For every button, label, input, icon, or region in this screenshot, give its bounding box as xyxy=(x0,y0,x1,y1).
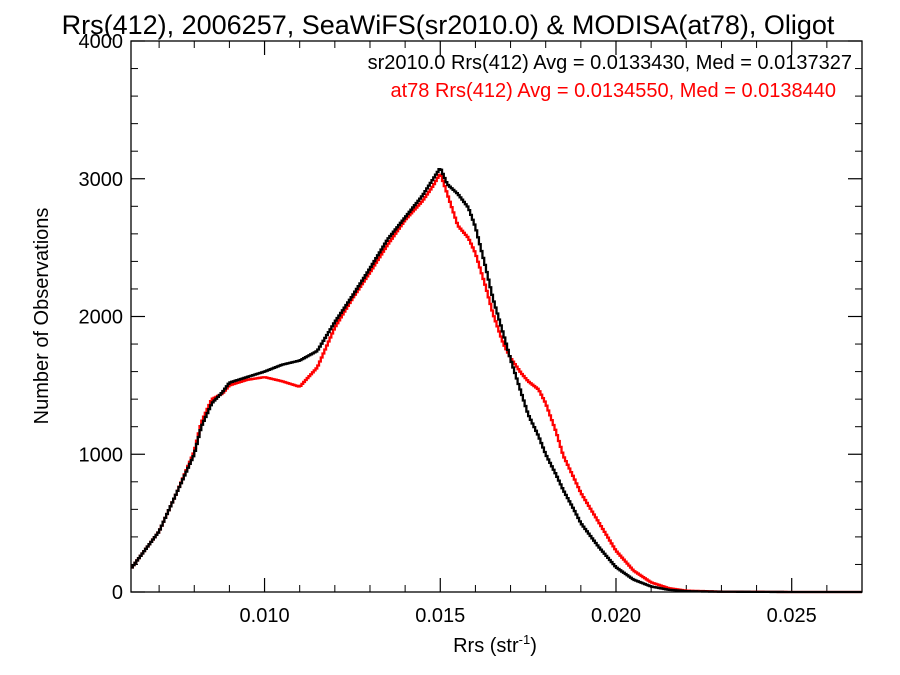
x-tick-label: 0.010 xyxy=(240,605,290,627)
y-axis-ticks: 0 1000 2000 3000 4000 xyxy=(79,31,862,604)
y-tick-label: 4000 xyxy=(79,31,124,53)
series-at78-line xyxy=(131,173,862,594)
y-tick-label: 1000 xyxy=(79,444,124,466)
plot-frame xyxy=(130,40,863,593)
x-axis-label-end: ) xyxy=(530,635,537,657)
legend-entry-at78: at78 Rrs(412) Avg = 0.0134550, Med = 0.0… xyxy=(390,80,836,102)
y-tick-label: 2000 xyxy=(79,307,124,329)
chart-title: Rrs(412), 2006257, SeaWiFS(sr2010.0) & M… xyxy=(62,10,835,40)
y-tick-label: 0 xyxy=(112,582,123,604)
y-tick-label: 3000 xyxy=(79,169,124,191)
x-tick-label: 0.020 xyxy=(591,605,641,627)
series-sr2010-line xyxy=(131,167,862,594)
x-axis-ticks: 0.010 0.015 0.020 0.025 xyxy=(158,41,863,627)
x-axis-label-main: Rrs (str xyxy=(453,635,519,657)
x-tick-label: 0.025 xyxy=(767,605,817,627)
y-axis-label: Number of Observations xyxy=(31,208,53,425)
legend-entry-sr2010: sr2010.0 Rrs(412) Avg = 0.0133430, Med =… xyxy=(368,52,852,74)
series-layer xyxy=(131,167,862,594)
x-tick-label: 0.015 xyxy=(415,605,465,627)
x-axis-label: Rrs (str-1) xyxy=(453,632,537,657)
x-axis-label-superscript: -1 xyxy=(519,632,531,647)
